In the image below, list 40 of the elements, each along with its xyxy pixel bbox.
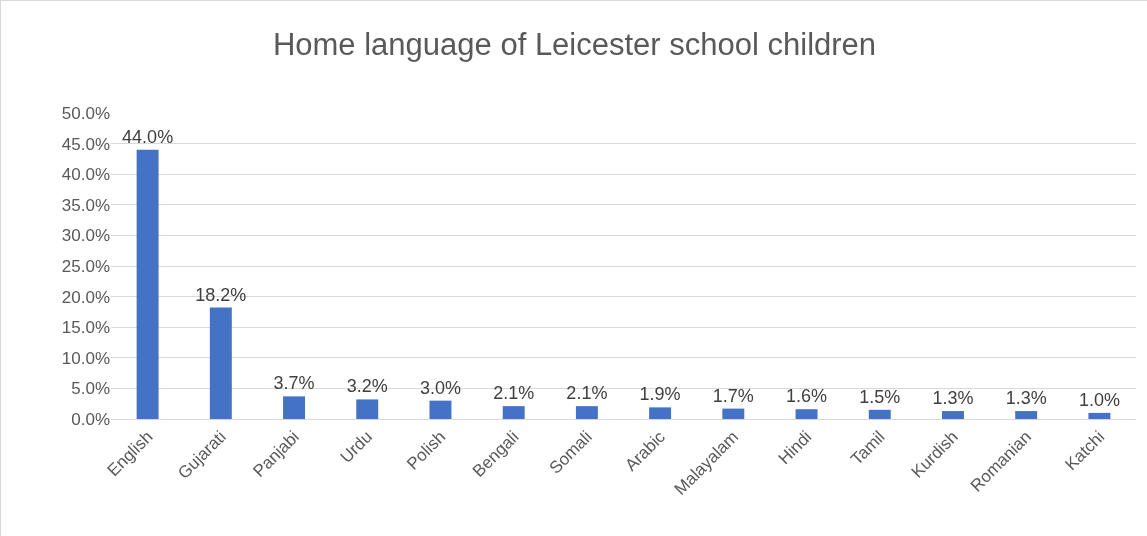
chart-title: Home language of Leicester school children xyxy=(272,26,877,62)
data-label: 1.9% xyxy=(639,384,681,405)
bar xyxy=(1015,411,1038,419)
data-label: 2.1% xyxy=(566,383,608,404)
y-tick-label: 15.0% xyxy=(61,318,110,338)
data-label: 1.3% xyxy=(932,388,974,409)
data-label: 44.0% xyxy=(122,126,174,147)
data-label: 3.0% xyxy=(419,377,461,398)
y-tick-label: 0.0% xyxy=(71,409,110,429)
y-tick-label: 40.0% xyxy=(61,165,110,185)
bar xyxy=(795,409,818,419)
bar xyxy=(868,409,891,419)
bar xyxy=(575,406,598,419)
bar xyxy=(722,408,745,419)
y-tick-label: 5.0% xyxy=(71,379,110,399)
bar xyxy=(502,406,525,419)
data-label: 1.7% xyxy=(712,385,754,406)
data-label: 3.2% xyxy=(346,376,388,397)
bar xyxy=(1088,412,1111,419)
y-tick-label: 10.0% xyxy=(61,348,110,368)
bar xyxy=(649,407,672,419)
y-tick-label: 20.0% xyxy=(61,287,110,307)
y-tick-label: 50.0% xyxy=(61,103,110,123)
data-label: 1.5% xyxy=(859,386,901,407)
bar xyxy=(356,399,379,419)
data-label: 1.6% xyxy=(786,386,828,407)
bar xyxy=(429,400,452,419)
bar xyxy=(136,149,159,419)
y-tick-label: 45.0% xyxy=(61,134,110,154)
data-label: 1.0% xyxy=(1078,389,1120,410)
y-tick-label: 30.0% xyxy=(61,226,110,246)
y-tick-label: 35.0% xyxy=(61,195,110,215)
data-label: 18.2% xyxy=(195,284,247,305)
data-label: 2.1% xyxy=(493,383,535,404)
bar xyxy=(941,411,964,419)
data-label: 3.7% xyxy=(273,373,315,394)
bar xyxy=(283,396,306,419)
data-label: 1.3% xyxy=(1005,388,1047,409)
bar xyxy=(209,307,232,419)
y-tick-label: 25.0% xyxy=(61,256,110,276)
